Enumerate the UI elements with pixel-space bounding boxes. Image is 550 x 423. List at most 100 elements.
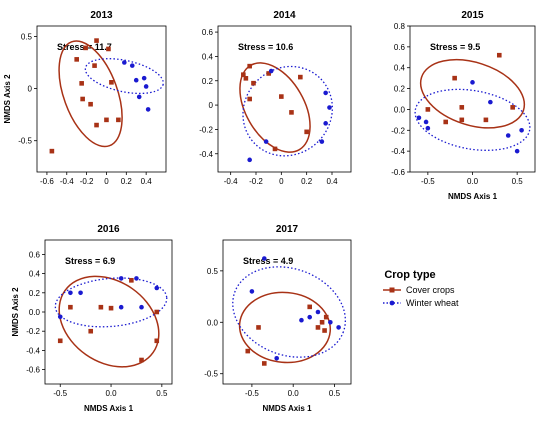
cover-crops-point: [298, 74, 303, 80]
winter-wheat-point: [336, 325, 341, 330]
plot-frame: [36, 25, 167, 173]
x-tick-label: -0.4: [224, 177, 238, 186]
winter-wheat-point: [519, 127, 524, 133]
cover-crops-point: [279, 94, 284, 99]
panel-2014: 2014 Stress = 10.6 -0.4 -0.2 0 0.2 0.4 -0.4 -0.2…: [199, 10, 352, 186]
cover-crops-point: [266, 71, 271, 76]
panel-2017: 2017 Stress = 4.9 -0.5 0.0 0.5 -0.5 0.0 0.5 NMDS…: [204, 224, 352, 413]
winter-wheat-point: [57, 314, 63, 320]
x-tick-label: 0.4: [326, 177, 338, 186]
cover-crops-point: [483, 117, 489, 123]
winter-wheat-point: [470, 80, 475, 85]
y-tick-label: -0.5: [18, 137, 32, 146]
y-tick-label: -0.4: [26, 346, 40, 355]
cover-crops-point: [496, 52, 502, 58]
cover-crops-point: [307, 304, 313, 310]
cover-crops-point: [80, 96, 85, 102]
winter-wheat-point: [141, 75, 147, 81]
y-tick-label: 0.2: [29, 289, 41, 298]
winter-wheat-point: [136, 94, 142, 100]
winter-wheat-ellipse: [84, 58, 164, 95]
x-axis-label: NMDS Axis 1: [84, 404, 134, 413]
cover-crops-ellipse: [58, 40, 123, 148]
y-tick-label: -0.4: [199, 150, 213, 159]
y-tick-label: -0.6: [391, 168, 405, 177]
panel-title: 2013: [90, 10, 113, 21]
cover-crops-point: [104, 117, 109, 123]
y-tick-label: 0.6: [394, 43, 406, 52]
legend-cover-label: Cover crops: [406, 285, 455, 295]
winter-wheat-point: [299, 317, 304, 323]
winter-wheat-point: [247, 157, 252, 163]
winter-wheat-point: [249, 289, 255, 294]
x-tick-label: 0.0: [467, 177, 479, 186]
y-tick-label: -0.5: [204, 370, 218, 379]
winter-wheat-point: [118, 304, 124, 310]
cover-crops-point: [116, 117, 121, 123]
plot-frame: [222, 239, 352, 385]
panel-2016: 2016 Stress = 6.9 -0.5 0.0 0.5 -0.6 -0.4 -0.2 0.…: [11, 224, 173, 413]
y-tick-label: 0: [209, 101, 214, 110]
y-axis-label: NMDS Axis 2: [3, 74, 12, 124]
cover-crops-point: [154, 309, 160, 315]
panel-title: 2017: [276, 224, 299, 235]
x-tick-label: -0.4: [60, 177, 74, 186]
x-tick-label: 0: [104, 177, 109, 186]
y-tick-label: -0.4: [391, 147, 405, 156]
y-tick-label: 0.0: [394, 105, 406, 114]
x-tick-label: 0.4: [141, 177, 153, 186]
winter-wheat-point: [143, 84, 149, 89]
winter-wheat-point: [139, 304, 144, 310]
cover-crops-point: [83, 45, 88, 51]
x-axis-label: NMDS Axis 1: [262, 404, 312, 413]
y-tick-label: 0.5: [207, 267, 219, 276]
cover-crops-point: [256, 325, 261, 330]
x-tick-label: 0.0: [288, 389, 300, 398]
cover-crops-point: [57, 338, 63, 344]
cover-crops-point: [106, 46, 111, 52]
x-tick-label: -0.6: [40, 177, 54, 186]
winter-wheat-point: [268, 68, 274, 74]
x-tick-label: 0.2: [121, 177, 133, 186]
panel-2015: 2015 Stress = 9.5 -0.5 0.0 0.5 -0.6 -0.4 -0.2 0.…: [391, 10, 536, 201]
winter-wheat-point: [145, 107, 151, 112]
cover-crops-point: [245, 348, 251, 354]
cover-crops-point: [319, 319, 325, 325]
panel-title: 2015: [461, 10, 484, 21]
cover-crops-point: [139, 357, 144, 363]
x-tick-label: -0.5: [421, 177, 435, 186]
x-tick-label: -0.2: [80, 177, 94, 186]
y-tick-label: 0.2: [394, 85, 406, 94]
cover-crops-point: [247, 96, 252, 102]
x-tick-label: -0.5: [245, 389, 259, 398]
legend: Crop type Cover crops Winter wheat: [383, 269, 459, 308]
cover-crops-point: [241, 72, 246, 77]
winter-wheat-point: [488, 99, 493, 105]
winter-wheat-point: [319, 139, 325, 144]
cover-crops-point: [322, 328, 327, 333]
winter-wheat-point: [263, 139, 269, 144]
cover-crops-point: [323, 314, 329, 320]
winter-wheat-point: [133, 77, 139, 83]
cover-crops-ellipse: [419, 58, 526, 129]
cover-crops-point: [289, 110, 294, 115]
y-tick-label: 0.6: [202, 28, 214, 37]
cover-crops-point: [94, 38, 99, 43]
cover-crops-point: [261, 361, 267, 366]
winter-wheat-point: [68, 290, 73, 296]
winter-wheat-point: [514, 148, 520, 154]
winter-wheat-point: [423, 119, 429, 125]
y-tick-label: 0.8: [394, 22, 406, 31]
stress-label: Stress = 10.6: [238, 42, 293, 52]
x-tick-label: 0.0: [105, 389, 117, 398]
y-tick-label: 0.2: [202, 77, 214, 86]
y-tick-label: -0.2: [391, 126, 405, 135]
winter-wheat-point: [274, 355, 279, 361]
cover-crops-point: [425, 107, 431, 112]
x-tick-label: 0.5: [156, 389, 168, 398]
legend-cover-marker: [389, 287, 395, 293]
winter-wheat-point: [261, 256, 267, 261]
winter-wheat-point: [327, 105, 332, 110]
cover-crops-point: [452, 75, 457, 81]
